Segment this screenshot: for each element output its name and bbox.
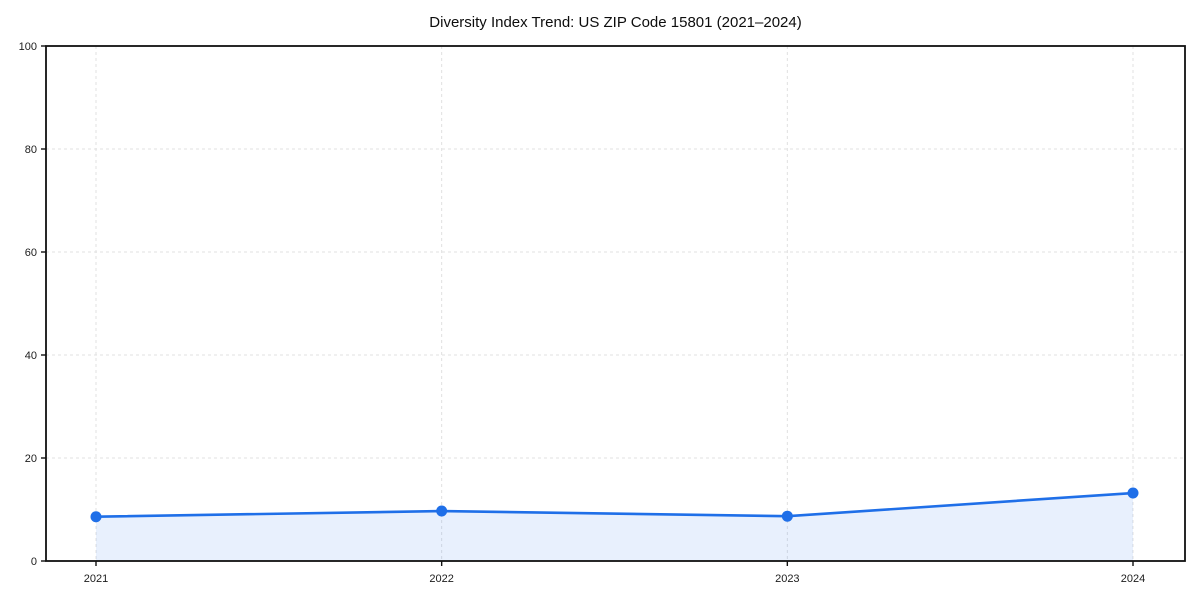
series-line (94, 491, 1135, 519)
axis-labels-layer: 0 20 40 60 80 100 2021 2022 2023 2024 (19, 41, 1146, 585)
data-point-marker (781, 510, 793, 522)
plot-frame (45, 45, 1186, 562)
x-axis-tick-label: 2024 (1121, 573, 1145, 585)
axis-ticks-layer (41, 45, 1134, 566)
data-point-marker (1127, 487, 1139, 499)
y-axis-tick-label: 0 (31, 556, 37, 568)
x-axis-tick-label: 2023 (775, 573, 799, 585)
x-axis-tick-label: 2022 (429, 573, 453, 585)
y-axis-tick-label: 20 (25, 453, 37, 465)
y-axis-tick-label: 80 (25, 144, 37, 156)
data-markers-layer (90, 487, 1139, 523)
data-point-marker (90, 511, 102, 523)
chart-title: Diversity Index Trend: US ZIP Code 15801… (429, 14, 801, 31)
y-axis-tick-label: 100 (19, 41, 37, 53)
line-series-layer (94, 491, 1135, 519)
gridlines-layer (46, 45, 1185, 562)
x-axis-tick-label: 2021 (84, 573, 108, 585)
axes-frame-layer (45, 45, 1186, 562)
series-area-fill (96, 493, 1133, 561)
data-point-marker (436, 505, 448, 517)
area-fill-layer (96, 493, 1133, 561)
y-axis-tick-label: 40 (25, 350, 37, 362)
y-axis-tick-label: 60 (25, 247, 37, 259)
